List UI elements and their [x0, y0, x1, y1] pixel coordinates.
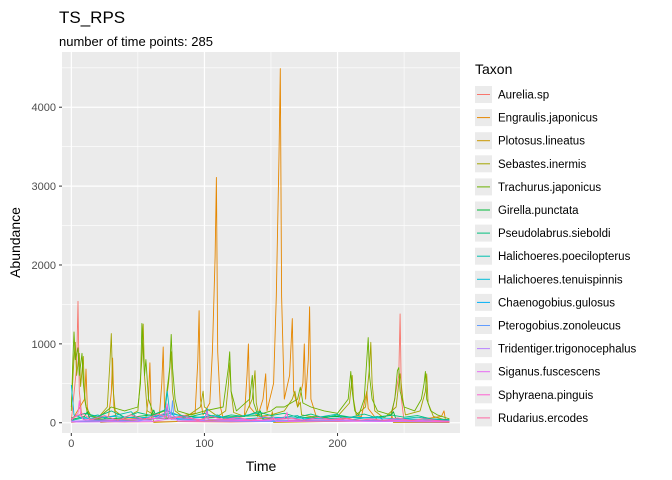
legend-item: Plotosus.lineatus [475, 132, 585, 150]
series-line-7 [71, 411, 450, 422]
legend-label: Sphyraena.pinguis [498, 390, 594, 402]
legend: Aurelia.sp Engraulis.japonicus Plotosus.li… [475, 86, 637, 427]
legend-item: Trachurus.japonicus [475, 178, 601, 196]
y-tick-label: 1000 [32, 339, 56, 351]
legend-label: Rudarius.ercodes [498, 413, 588, 425]
y-tick-label: 3000 [32, 181, 56, 193]
legend-item: Siganus.fuscescens [475, 363, 601, 381]
legend-label: Siganus.fuscescens [498, 367, 601, 379]
legend-item: Rudarius.ercodes [475, 409, 588, 427]
x-tick-label: 200 [328, 438, 346, 450]
legend-label: Plotosus.lineatus [498, 136, 585, 148]
series-line-14 [71, 412, 450, 422]
chart-subtitle: number of time points: 285 [59, 34, 213, 49]
y-tick-label: 4000 [32, 102, 56, 114]
legend-item: Halichoeres.tenuispinnis [475, 270, 623, 288]
legend-label: Halichoeres.tenuispinnis [498, 274, 623, 286]
series-line-13 [70, 400, 450, 423]
legend-label: Aurelia.sp [498, 90, 549, 102]
legend-label: Pterogobius.zonoleucus [498, 321, 621, 333]
series-lines [70, 68, 450, 423]
y-tick-label: 2000 [32, 260, 56, 272]
chart-title: TS_RPS [59, 8, 125, 27]
x-tick-label: 0 [68, 438, 74, 450]
legend-label: Chaenogobius.gulosus [498, 297, 615, 309]
legend-label: Pseudolabrus.sieboldi [498, 228, 611, 240]
x-axis-title: Time [246, 458, 277, 474]
legend-label: Tridentiger.trigonocephalus [498, 344, 637, 356]
legend-item: Tridentiger.trigonocephalus [475, 340, 637, 358]
x-tick-label: 100 [195, 438, 213, 450]
plot-panel [62, 52, 460, 433]
y-axis-title: Abundance [7, 207, 23, 278]
legend-label: Girella.punctata [498, 205, 579, 217]
legend-label: Sebastes.inermis [498, 159, 586, 171]
y-tick-label: 0 [50, 418, 56, 430]
legend-item: Sphyraena.pinguis [475, 386, 594, 404]
legend-label: Halichoeres.poecilopterus [498, 251, 631, 263]
legend-label: Engraulis.japonicus [498, 113, 598, 125]
legend-item: Engraulis.japonicus [475, 109, 598, 127]
legend-item: Sebastes.inermis [475, 155, 586, 173]
legend-item: Girella.punctata [475, 201, 579, 219]
legend-item: Aurelia.sp [475, 86, 549, 103]
legend-item: Pseudolabrus.sieboldi [475, 224, 611, 242]
series-line-4 [70, 322, 450, 420]
legend-item: Halichoeres.poecilopterus [475, 247, 631, 265]
legend-label: Trachurus.japonicus [498, 182, 601, 194]
legend-item: Pterogobius.zonoleucus [475, 317, 621, 334]
legend-title: Taxon [475, 61, 512, 77]
legend-item: Chaenogobius.gulosus [475, 293, 615, 311]
major-gridlines [62, 52, 460, 433]
minor-gridlines [62, 52, 460, 433]
